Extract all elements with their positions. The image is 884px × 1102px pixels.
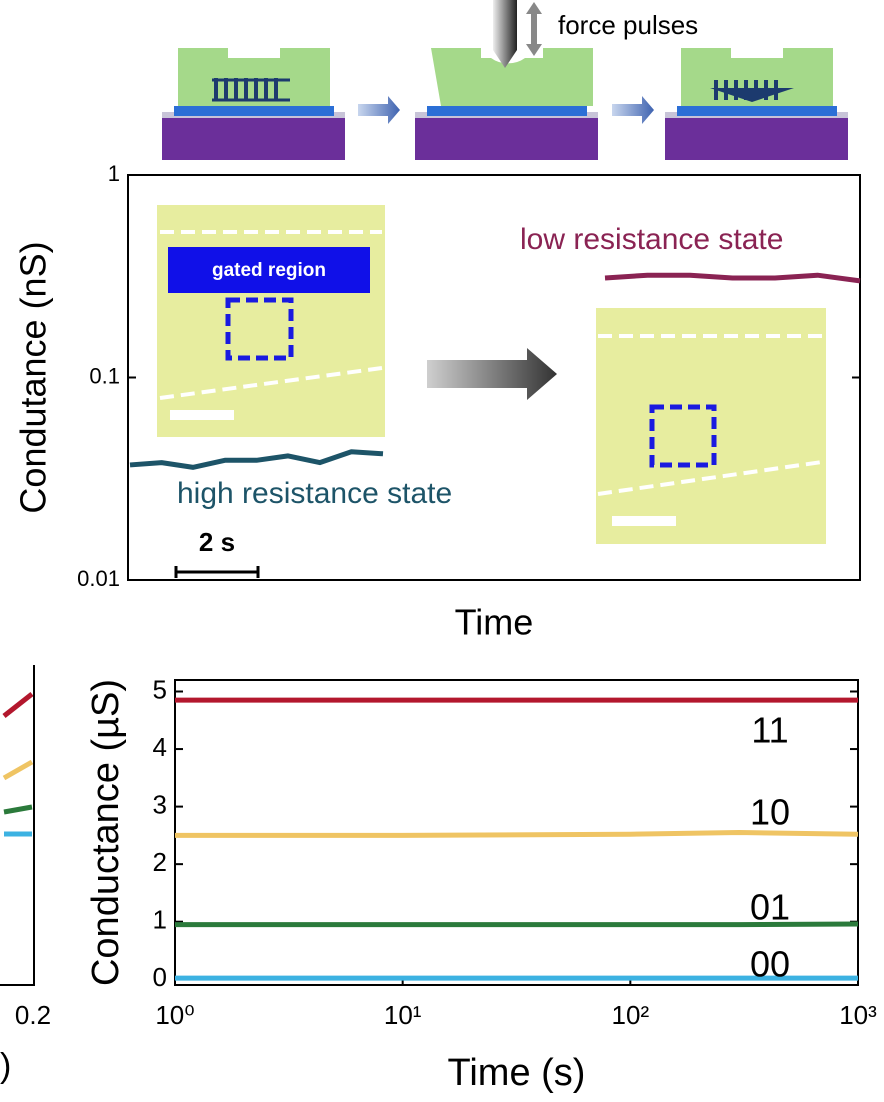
series-label: 10 bbox=[750, 792, 790, 833]
device-schematic: force pulses bbox=[162, 0, 848, 160]
x-axis-label: Time (s) bbox=[448, 1052, 586, 1094]
series-label: high resistance state bbox=[177, 477, 452, 510]
inset-label: gated region bbox=[212, 260, 326, 281]
x-tick-label: 0.2 bbox=[15, 1000, 51, 1030]
series-label: 11 bbox=[751, 710, 788, 751]
x-axis-label: Time bbox=[455, 602, 534, 643]
inset-right bbox=[596, 308, 826, 544]
schematic-label: force pulses bbox=[558, 10, 698, 40]
y-axis-label: Conductance (µS) bbox=[85, 679, 127, 986]
data-line bbox=[175, 830, 859, 838]
y-tick-label: 0.01 bbox=[77, 566, 120, 591]
x-tick-label: 10³ bbox=[839, 1000, 877, 1030]
y-tick-label: 0 bbox=[153, 962, 167, 992]
x-tick-label: 10² bbox=[612, 1000, 650, 1030]
partial-panel: 0.2 ) bbox=[0, 665, 51, 1085]
inset-left bbox=[157, 205, 385, 437]
series-label: 01 bbox=[750, 887, 790, 928]
y-tick-label: 1 bbox=[108, 161, 120, 186]
y-tick-label: 4 bbox=[153, 732, 167, 762]
x-tick-label: 10¹ bbox=[384, 1000, 422, 1030]
transition-arrow bbox=[427, 348, 557, 400]
y-tick-label: 5 bbox=[153, 674, 167, 704]
y-tick-label: 3 bbox=[153, 789, 167, 819]
series-label: low resistance state bbox=[520, 223, 783, 256]
y-tick-label: 0.1 bbox=[89, 363, 120, 388]
x-tick-label: 10⁰ bbox=[155, 1000, 194, 1030]
y-tick-label: 1 bbox=[153, 905, 167, 935]
series-label: 00 bbox=[750, 944, 790, 985]
plot-frame bbox=[127, 174, 861, 581]
data-line bbox=[129, 449, 384, 470]
data-line bbox=[175, 921, 859, 928]
scale-bar-label: 2 s bbox=[199, 527, 235, 557]
y-axis-label: Condutance (nS) bbox=[13, 241, 54, 513]
x-axis-label: ) bbox=[0, 1047, 11, 1085]
data-line bbox=[604, 272, 861, 284]
scale-bar bbox=[174, 566, 260, 578]
y-tick-label: 2 bbox=[153, 847, 167, 877]
